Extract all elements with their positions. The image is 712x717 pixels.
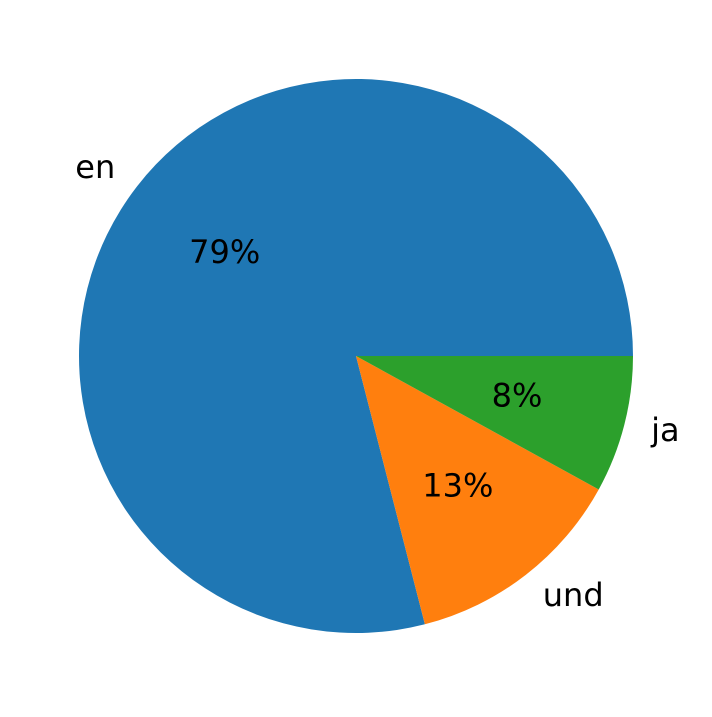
pie-slice <box>78 79 633 634</box>
slice-label: und <box>543 576 604 614</box>
value-label: 8% <box>492 376 543 414</box>
slice-label: ja <box>650 411 680 449</box>
value-label: 79% <box>189 233 260 271</box>
pie-slice <box>356 356 633 490</box>
slice-label: en <box>75 148 115 186</box>
value-label: 13% <box>422 466 493 504</box>
pie-slice <box>356 356 599 625</box>
